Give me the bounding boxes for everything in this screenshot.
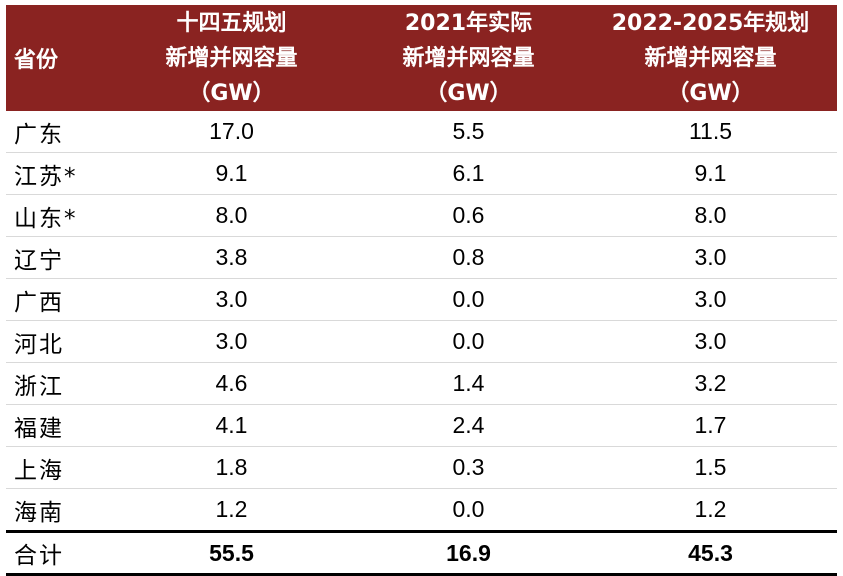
table-row: 河北 3.0 0.0 3.0 — [6, 320, 837, 363]
total-label: 合计 — [6, 530, 110, 576]
header-actual-line1: 2021年实际 — [404, 10, 533, 36]
plan-cell: 17.0 — [110, 111, 353, 153]
table-row: 江苏* 9.1 6.1 9.1 — [6, 152, 837, 195]
province-cell: 河北 — [6, 320, 110, 363]
province-cell: 江苏* — [6, 152, 110, 195]
table-row: 上海 1.8 0.3 1.5 — [6, 446, 837, 489]
header-plan: 十四五规划 新增并网容量 （GW） — [110, 5, 353, 111]
header-actual-line2: 新增并网容量 — [402, 45, 535, 71]
future-plan-cell: 3.0 — [584, 236, 837, 279]
header-future-line2: 新增并网容量 — [644, 45, 777, 71]
province-cell: 辽宁 — [6, 236, 110, 279]
plan-cell: 3.0 — [110, 320, 353, 363]
capacity-table-container: 省份 十四五规划 新增并网容量 （GW） 2021年实际 新增并网容量 （GW）… — [6, 5, 837, 576]
plan-cell: 4.6 — [110, 362, 353, 405]
table-row: 广东 17.0 5.5 11.5 — [6, 111, 837, 153]
plan-cell: 3.8 — [110, 236, 353, 279]
header-province: 省份 — [6, 5, 110, 111]
total-future-plan: 45.3 — [584, 530, 837, 576]
header-plan-line1: 十四五规划 — [176, 10, 287, 36]
total-row: 合计 55.5 16.9 45.3 — [6, 530, 837, 576]
header-province-label: 省份 — [14, 48, 59, 73]
plan-cell: 9.1 — [110, 152, 353, 195]
header-future-line3: （GW） — [667, 80, 754, 106]
plan-cell: 4.1 — [110, 404, 353, 447]
table-header: 省份 十四五规划 新增并网容量 （GW） 2021年实际 新增并网容量 （GW）… — [6, 5, 837, 111]
actual-cell: 0.0 — [353, 320, 584, 363]
province-cell: 福建 — [6, 404, 110, 447]
future-plan-cell: 11.5 — [584, 111, 837, 153]
capacity-table: 省份 十四五规划 新增并网容量 （GW） 2021年实际 新增并网容量 （GW）… — [6, 5, 837, 576]
province-cell: 广西 — [6, 278, 110, 321]
province-cell: 广东 — [6, 111, 110, 153]
total-plan: 55.5 — [110, 530, 353, 576]
plan-cell: 1.2 — [110, 488, 353, 532]
actual-cell: 1.4 — [353, 362, 584, 405]
header-actual-line3: （GW） — [425, 80, 512, 106]
future-plan-cell: 1.5 — [584, 446, 837, 489]
actual-cell: 2.4 — [353, 404, 584, 447]
header-actual2021: 2021年实际 新增并网容量 （GW） — [353, 5, 584, 111]
future-plan-cell: 3.2 — [584, 362, 837, 405]
header-row: 省份 十四五规划 新增并网容量 （GW） 2021年实际 新增并网容量 （GW）… — [6, 5, 837, 111]
table-row: 山东* 8.0 0.6 8.0 — [6, 194, 837, 237]
plan-cell: 3.0 — [110, 278, 353, 321]
table-row: 广西 3.0 0.0 3.0 — [6, 278, 837, 321]
province-cell: 上海 — [6, 446, 110, 489]
plan-cell: 1.8 — [110, 446, 353, 489]
actual-cell: 0.8 — [353, 236, 584, 279]
actual-cell: 0.6 — [353, 194, 584, 237]
actual-cell: 0.0 — [353, 488, 584, 532]
header-future-line1: 2022-2025年规划 — [611, 10, 810, 36]
future-plan-cell: 9.1 — [584, 152, 837, 195]
actual-cell: 6.1 — [353, 152, 584, 195]
header-plan2022-2025: 2022-2025年规划 新增并网容量 （GW） — [584, 5, 837, 111]
table-row: 辽宁 3.8 0.8 3.0 — [6, 236, 837, 279]
header-plan-line2: 新增并网容量 — [165, 45, 298, 71]
actual-cell: 0.0 — [353, 278, 584, 321]
future-plan-cell: 1.7 — [584, 404, 837, 447]
province-cell: 浙江 — [6, 362, 110, 405]
table-body: 广东 17.0 5.5 11.5 江苏* 9.1 6.1 9.1 山东* 8.0… — [6, 111, 837, 576]
plan-cell: 8.0 — [110, 194, 353, 237]
future-plan-cell: 8.0 — [584, 194, 837, 237]
actual-cell: 5.5 — [353, 111, 584, 153]
header-plan-line3: （GW） — [188, 80, 275, 106]
table-row: 浙江 4.6 1.4 3.2 — [6, 362, 837, 405]
table-row: 福建 4.1 2.4 1.7 — [6, 404, 837, 447]
province-cell: 海南 — [6, 488, 110, 532]
future-plan-cell: 3.0 — [584, 320, 837, 363]
future-plan-cell: 1.2 — [584, 488, 837, 532]
future-plan-cell: 3.0 — [584, 278, 837, 321]
actual-cell: 0.3 — [353, 446, 584, 489]
table-row: 海南 1.2 0.0 1.2 — [6, 488, 837, 532]
total-actual: 16.9 — [353, 530, 584, 576]
province-cell: 山东* — [6, 194, 110, 237]
